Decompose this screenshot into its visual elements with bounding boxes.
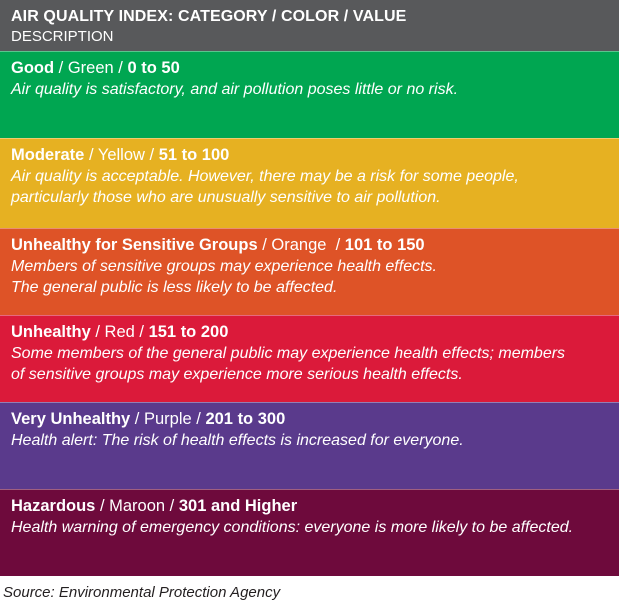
row-heading: Good / Green / 0 to 50 bbox=[11, 59, 180, 77]
category-name: Good bbox=[11, 59, 55, 77]
row-description: Members of sensitive groups may experien… bbox=[11, 256, 608, 298]
row-description: Air quality is acceptable. However, ther… bbox=[11, 166, 608, 208]
value-range: 0 to 50 bbox=[127, 59, 180, 77]
category-name: Hazardous bbox=[11, 497, 96, 515]
category-name: Moderate bbox=[11, 146, 85, 164]
row-moderate: Moderate / Yellow / 51 to 100 Air qualit… bbox=[0, 138, 619, 228]
aqi-table: AIR QUALITY INDEX: CATEGORY / COLOR / VA… bbox=[0, 0, 619, 576]
color-name: Purple bbox=[143, 410, 192, 428]
row-good: Good / Green / 0 to 50 Air quality is sa… bbox=[0, 51, 619, 138]
row-unhealthy: Unhealthy / Red / 151 to 200 Some member… bbox=[0, 315, 619, 402]
source-caption: Source: Environmental Protection Agency bbox=[3, 584, 281, 601]
row-heading: Unhealthy for Sensitive Groups / Orange … bbox=[11, 236, 425, 254]
header-title: AIR QUALITY INDEX: CATEGORY / COLOR / VA… bbox=[11, 8, 407, 25]
category-name: Very Unhealthy bbox=[11, 410, 131, 428]
row-very-unhealthy: Very Unhealthy / Purple / 201 to 300 Hea… bbox=[0, 402, 619, 489]
row-description: Health warning of emergency conditions: … bbox=[11, 517, 608, 538]
row-hazardous: Hazardous / Maroon / 301 and Higher Heal… bbox=[0, 489, 619, 576]
description-line: Air quality is satisfactory, and air pol… bbox=[11, 81, 459, 98]
color-name: Yellow bbox=[97, 146, 145, 164]
description-line: Health alert: The risk of health effects… bbox=[11, 432, 464, 449]
description-line: Members of sensitive groups may experien… bbox=[11, 258, 437, 275]
value-range: 301 and Higher bbox=[178, 497, 298, 515]
description-line: Air quality is acceptable. However, ther… bbox=[11, 168, 519, 185]
row-description: Health alert: The risk of health effects… bbox=[11, 430, 608, 451]
table-header: AIR QUALITY INDEX: CATEGORY / COLOR / VA… bbox=[0, 0, 619, 51]
value-range: 151 to 200 bbox=[148, 323, 229, 341]
color-name: Red bbox=[104, 323, 135, 341]
description-line: Health warning of emergency conditions: … bbox=[11, 519, 574, 536]
header-subtitle: DESCRIPTION bbox=[11, 28, 114, 45]
color-name: Maroon bbox=[109, 497, 166, 515]
row-heading: Very Unhealthy / Purple / 201 to 300 bbox=[11, 410, 286, 428]
value-range: 201 to 300 bbox=[205, 410, 286, 428]
description-line: of sensitive groups may experience more … bbox=[11, 366, 463, 383]
category-name: Unhealthy for Sensitive Groups bbox=[11, 236, 258, 254]
category-name: Unhealthy bbox=[11, 323, 91, 341]
value-range: 101 to 150 bbox=[344, 236, 425, 254]
row-unhealthy-sensitive: Unhealthy for Sensitive Groups / Orange … bbox=[0, 228, 619, 315]
color-name: Green bbox=[67, 59, 114, 77]
row-description: Some members of the general public may e… bbox=[11, 343, 608, 385]
row-heading: Hazardous / Maroon / 301 and Higher bbox=[11, 497, 298, 515]
row-description: Air quality is satisfactory, and air pol… bbox=[11, 79, 608, 100]
description-line: particularly those who are unusually sen… bbox=[11, 189, 441, 206]
description-line: Some members of the general public may e… bbox=[11, 345, 566, 362]
row-heading: Moderate / Yellow / 51 to 100 bbox=[11, 146, 230, 164]
description-line: The general public is less likely to be … bbox=[11, 279, 338, 296]
row-heading: Unhealthy / Red / 151 to 200 bbox=[11, 323, 229, 341]
color-name: Orange bbox=[271, 236, 327, 254]
value-range: 51 to 100 bbox=[158, 146, 230, 164]
